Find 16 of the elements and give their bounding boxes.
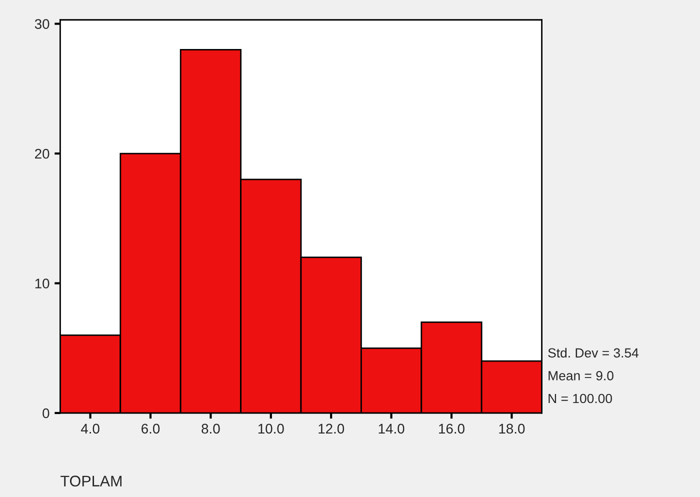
y-tick-label: 30 — [34, 19, 50, 29]
x-tick-label: 14.0 — [378, 424, 404, 434]
y-tick-label: 0 — [42, 408, 50, 418]
text: N = 100.00 — [548, 394, 612, 404]
x-tick-label: 16.0 — [439, 424, 464, 434]
y-tick-label: 20 — [35, 148, 50, 159]
x-tick-label: 8.0 — [202, 424, 220, 434]
text: Mean = 9.0 — [548, 371, 614, 380]
x-tick-label: 18.0 — [499, 424, 525, 434]
x-tick-label: 4.0 — [80, 424, 100, 434]
x-tick-label: 12.0 — [318, 424, 344, 434]
x-tick-label: 10.0 — [258, 424, 284, 434]
x-tick-label: 6.0 — [142, 424, 160, 434]
x-axis-title: TOPLAM — [60, 476, 122, 486]
text: Std. Dev = 3.54 — [548, 348, 639, 358]
y-tick-label: 10 — [35, 278, 50, 288]
